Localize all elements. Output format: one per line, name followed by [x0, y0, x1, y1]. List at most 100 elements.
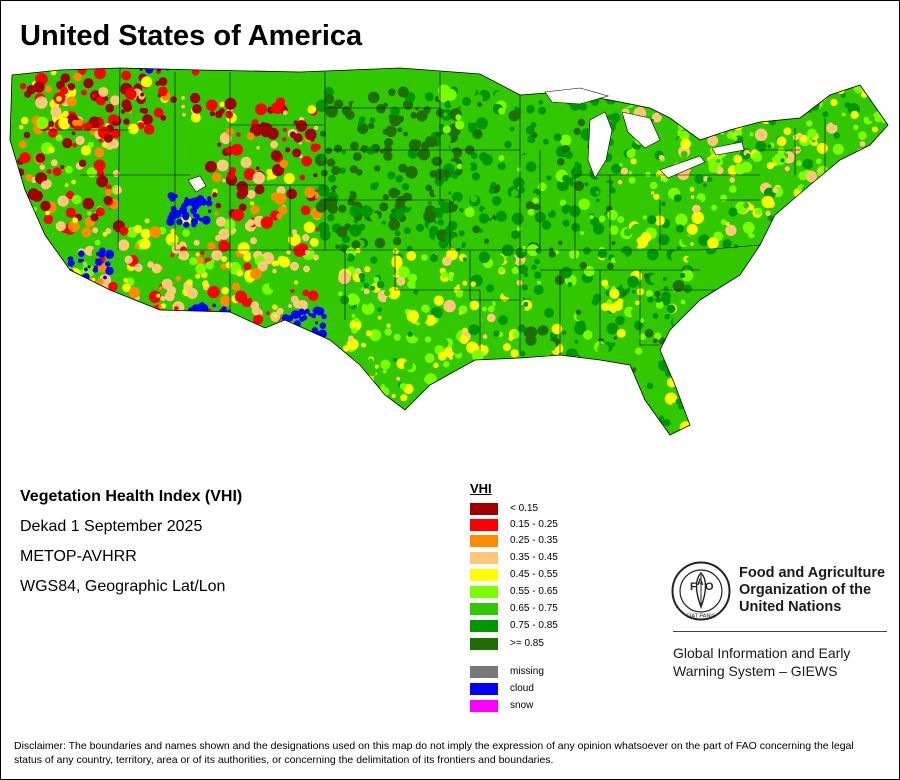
- vhi-patch: [546, 291, 552, 297]
- vhi-patch: [335, 320, 348, 332]
- vhi-patch: [815, 158, 822, 165]
- vhi-patch: [683, 389, 689, 395]
- vhi-patch: [205, 261, 214, 270]
- vhi-patch: [694, 112, 699, 117]
- vhi-patch: [506, 84, 519, 97]
- state-boundary-line: [394, 250, 480, 291]
- cloud-patch: [315, 321, 319, 325]
- vhi-patch: [675, 213, 688, 226]
- vhi-patch: [521, 154, 530, 163]
- vhi-patch: [615, 420, 621, 427]
- cloud-patch: [189, 197, 198, 207]
- vhi-patch: [426, 137, 438, 148]
- vhi-patch: [133, 225, 143, 234]
- state-boundary-line: [639, 270, 660, 346]
- vhi-patch: [338, 204, 347, 213]
- vhi-patch: [123, 118, 130, 125]
- vhi-patch: [667, 342, 674, 350]
- giews-label: Global Information and Early Warning Sys…: [673, 644, 850, 680]
- vhi-patch: [508, 110, 520, 122]
- vhi-patch: [81, 227, 92, 238]
- cloud-patch: [84, 267, 88, 272]
- vhi-patch: [374, 237, 386, 249]
- vhi-patch: [102, 293, 109, 300]
- vhi-patch: [579, 420, 584, 424]
- vhi-patch: [710, 107, 723, 120]
- fao-name-line-3: United Nations: [739, 599, 842, 615]
- vhi-patch: [611, 183, 617, 188]
- legend-swatch: [470, 699, 498, 712]
- vhi-patch: [142, 108, 149, 114]
- vhi-patch: [818, 203, 828, 213]
- vhi-patch: [716, 159, 721, 163]
- vhi-patch: [788, 86, 797, 95]
- vhi-patch: [341, 235, 351, 244]
- vhi-patch: [175, 275, 182, 282]
- vhi-patch: [491, 374, 502, 386]
- vhi-patch: [414, 218, 419, 224]
- vhi-patch: [497, 351, 506, 359]
- vhi-patch: [821, 222, 829, 230]
- vhi-patch: [569, 289, 574, 294]
- cloud-patch: [105, 249, 115, 259]
- vhi-patch: [530, 121, 537, 128]
- vhi-patch: [722, 239, 732, 249]
- vhi-patch: [170, 313, 182, 326]
- cloud-patch: [291, 331, 298, 339]
- vhi-patch: [429, 403, 441, 416]
- state-boundaries: [40, 68, 826, 355]
- vhi-patch: [83, 122, 93, 131]
- vhi-patch: [692, 204, 701, 214]
- vhi-patch: [652, 374, 661, 383]
- vhi-patch: [358, 272, 366, 280]
- vhi-patch: [521, 284, 529, 291]
- vhi-patch: [140, 228, 151, 239]
- vhi-patch: [354, 268, 362, 275]
- vhi-patch: [368, 396, 379, 408]
- cloud-patch: [103, 275, 107, 280]
- vhi-patch: [418, 398, 423, 403]
- vhi-patch: [574, 339, 579, 344]
- vhi-patch: [384, 328, 392, 336]
- vhi-patch: [579, 419, 587, 427]
- vhi-patch: [257, 261, 268, 272]
- vhi-patch: [602, 182, 611, 191]
- vhi-patch: [665, 81, 676, 93]
- vhi-patch: [482, 334, 488, 340]
- vhi-patch: [532, 197, 539, 204]
- vhi-patch: [623, 334, 631, 342]
- vhi-patch: [110, 95, 121, 106]
- vhi-patch: [537, 383, 546, 392]
- vhi-patch: [686, 223, 698, 235]
- vhi-patch: [726, 131, 735, 140]
- vhi-patch: [443, 112, 448, 117]
- giews-line-1: Global Information and Early: [673, 645, 851, 661]
- vhi-patch: [226, 171, 236, 180]
- vhi-patch: [366, 342, 373, 348]
- cloud-patch: [183, 221, 190, 228]
- vhi-patch: [582, 191, 588, 197]
- vhi-patch: [728, 207, 738, 217]
- legend-swatch: [470, 602, 498, 615]
- vhi-patch: [256, 145, 260, 150]
- vhi-patch: [172, 301, 185, 314]
- cloud-patch: [286, 315, 294, 322]
- vhi-patch: [720, 194, 728, 202]
- vhi-patch: [398, 163, 408, 173]
- vhi-patch: [358, 120, 364, 126]
- vhi-patch: [340, 295, 350, 305]
- cloud-patch: [200, 304, 209, 313]
- vhi-patch: [102, 231, 108, 237]
- vhi-patch: [207, 242, 216, 251]
- vhi-patch: [170, 228, 176, 234]
- vhi-patch: [124, 255, 133, 264]
- vhi-patch: [161, 278, 173, 290]
- vhi-patch: [841, 112, 846, 117]
- vhi-patch: [445, 319, 452, 326]
- vhi-patch: [104, 188, 112, 196]
- vhi-patch: [161, 303, 167, 309]
- vhi-patch: [433, 186, 445, 198]
- vhi-patch: [692, 129, 697, 134]
- vhi-patch: [608, 225, 619, 235]
- vhi-patch: [200, 250, 205, 256]
